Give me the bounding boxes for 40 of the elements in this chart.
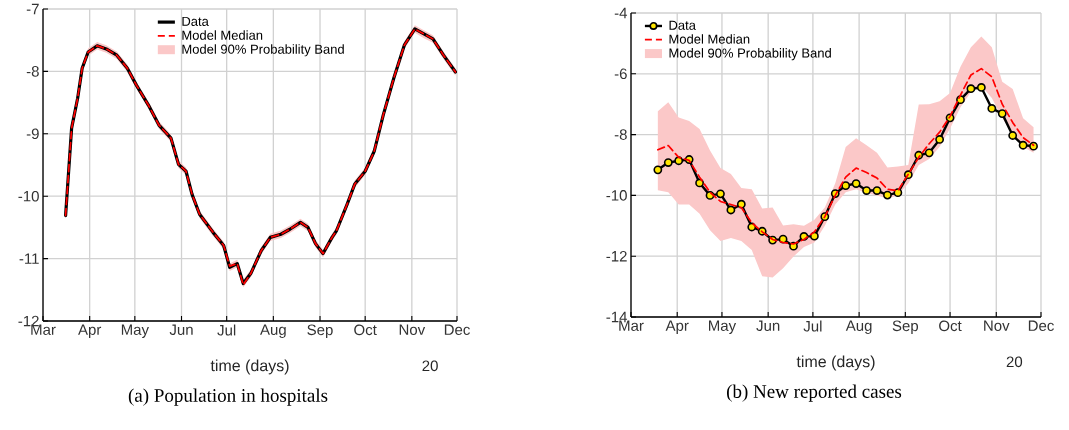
y-tick-label: -9 — [26, 128, 39, 140]
x-tick-label: Apr — [665, 320, 689, 334]
x-tick-label: Nov — [399, 324, 426, 335]
text: 20 — [422, 360, 438, 372]
y-tick-label: -12 — [606, 250, 627, 262]
y-tick-label: -7 — [26, 3, 39, 15]
x-tick-label: Dec — [444, 324, 470, 335]
x-tick-label: Aug — [260, 324, 286, 338]
y-tick-label: -10 — [18, 190, 39, 202]
legend-label: Model Median — [669, 34, 750, 44]
annotation: Model 90% Probability Band — [182, 44, 344, 57]
x-tick-label: Jun — [756, 320, 780, 331]
y-tick-label: -6 — [614, 68, 627, 80]
legend-label: Data — [182, 16, 209, 26]
y-tick-label: -4 — [614, 7, 628, 19]
x-tick-label: Dec — [1028, 320, 1054, 331]
x-tick-label: Aug — [845, 320, 872, 334]
x-tick-label: Sep — [892, 320, 919, 335]
x-tick-label: Oct — [354, 324, 377, 336]
x-tick-label: Sep — [307, 324, 333, 339]
y-tick-label: -8 — [614, 129, 627, 140]
x-axis-title: time (days) — [210, 359, 289, 375]
text: (a) Population in hospitals — [128, 388, 328, 406]
legend-label: Model Median — [182, 30, 263, 40]
x-tick-label: Apr — [78, 324, 102, 338]
y-tick-label: -11 — [19, 253, 39, 264]
text: (b) New reported cases — [727, 384, 902, 402]
x-tick-label: Nov — [984, 320, 1010, 331]
annotation: Model 90% Probability Band — [669, 48, 831, 61]
legend-label: Data — [669, 20, 696, 30]
x-tick-label: May — [709, 320, 737, 334]
x-tick-label: Jun — [169, 324, 193, 335]
y-tick-label: -8 — [26, 66, 39, 77]
x-tick-label: Jul — [217, 324, 236, 336]
x-tick-label: May — [121, 324, 149, 338]
text: 20 — [1006, 356, 1023, 368]
y-tick-label: -10 — [606, 190, 627, 201]
x-axis-title: time (days) — [796, 355, 875, 371]
x-tick-label: Oct — [939, 320, 962, 332]
x-tick-label: Jul — [803, 320, 822, 332]
